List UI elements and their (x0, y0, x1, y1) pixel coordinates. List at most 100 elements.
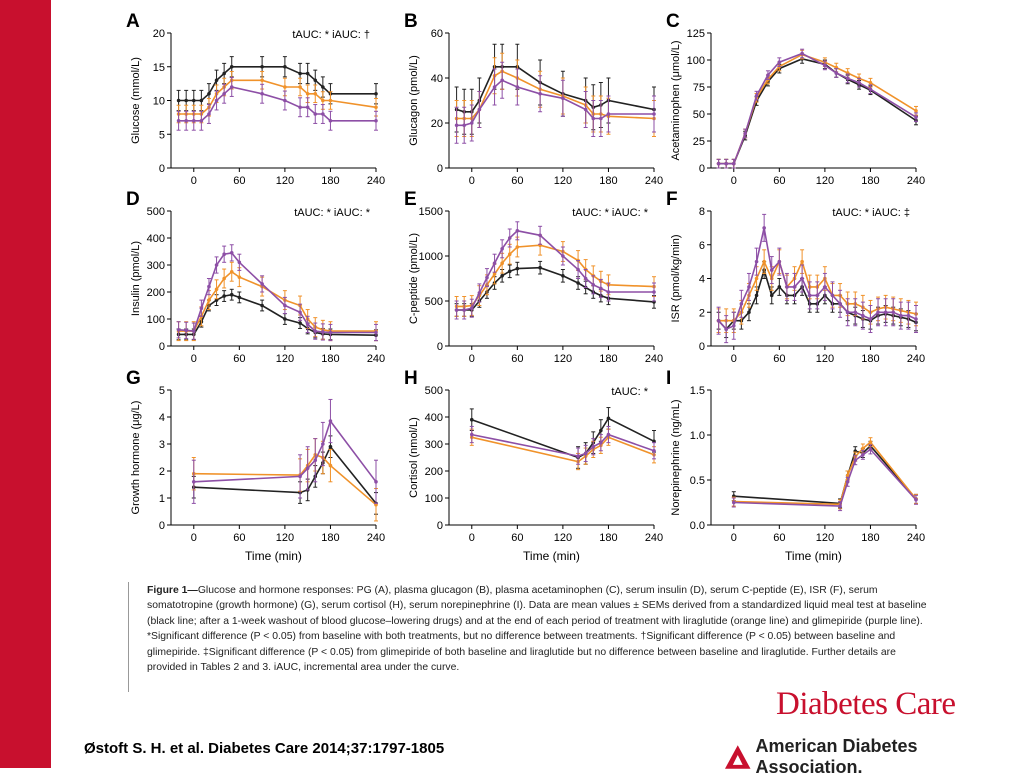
x-tick-label-C: 120 (816, 175, 834, 187)
data-point-glimepiride-E (455, 308, 459, 312)
y-tick-label-F: 8 (699, 206, 705, 218)
data-point-glimepiride-C (755, 94, 759, 98)
data-point-glimepiride-F (869, 317, 873, 321)
y-tick-label-E: 1500 (419, 206, 443, 218)
data-point-glimepiride-C (778, 60, 782, 64)
y-tick-label-I: 1.0 (690, 430, 705, 442)
data-point-glimepiride-F (914, 317, 918, 321)
data-point-glimepiride-C (732, 162, 736, 166)
y-axis-label-F: ISR (pmol/kg/min) (670, 234, 682, 322)
data-point-liraglutide-D (230, 270, 234, 274)
data-point-glimepiride-A (222, 92, 226, 96)
y-tick-label-G: 4 (159, 412, 165, 424)
citation: Østoft S. H. et al. Diabetes Care 2014;3… (84, 740, 444, 757)
x-tick-label-C: 240 (907, 175, 925, 187)
y-tick-label-H: 500 (425, 385, 443, 397)
y-axis-label-G: Growth hormone (μg/L) (130, 401, 142, 515)
data-point-liraglutide-D (222, 277, 226, 281)
annotation-F: tAUC: * iAUC: ‡ (832, 207, 910, 219)
ada-triangle-icon (724, 744, 752, 770)
data-point-glimepiride-A (306, 105, 310, 109)
y-tick-label-C: 25 (693, 136, 705, 148)
data-point-glimepiride-F (793, 285, 797, 289)
data-point-glimepiride-C (834, 71, 838, 75)
data-point-glimepiride-D (298, 310, 302, 314)
x-tick-label-E: 0 (469, 353, 475, 365)
y-tick-label-I: 0.0 (690, 520, 705, 532)
data-point-glimepiride-D (207, 285, 211, 289)
data-point-baseline-A (283, 65, 287, 69)
y-tick-label-F: 4 (699, 274, 705, 286)
x-tick-label-I: 240 (907, 532, 925, 544)
panel-label-C: C (666, 11, 680, 32)
data-point-liraglutide-D (215, 288, 219, 292)
y-tick-label-G: 5 (159, 385, 165, 397)
y-tick-label-E: 1000 (419, 251, 443, 263)
series-line-glimepiride-G (194, 421, 376, 482)
data-point-glimepiride-A (215, 99, 219, 103)
data-point-glimepiride-F (907, 314, 911, 318)
data-point-glimepiride-E (493, 261, 497, 265)
y-axis-label-H: Cortisol (nmol/L) (408, 417, 420, 498)
y-tick-label-C: 75 (693, 82, 705, 94)
y-tick-label-G: 2 (159, 466, 165, 478)
y-tick-label-E: 500 (425, 296, 443, 308)
data-point-baseline-A (215, 78, 219, 82)
y-tick-label-F: 0 (699, 341, 705, 353)
data-point-glimepiride-H (584, 452, 588, 456)
data-point-baseline-A (374, 92, 378, 96)
data-point-baseline-A (306, 72, 310, 76)
data-point-glimepiride-C (823, 64, 827, 68)
data-point-glimepiride-I (861, 453, 865, 457)
x-tick-label-F: 180 (861, 353, 879, 365)
panel-label-B: B (404, 11, 418, 32)
series-line-baseline-C (719, 59, 916, 164)
data-point-glimepiride-C (800, 52, 804, 56)
data-point-glimepiride-D (200, 306, 204, 310)
series-line-liraglutide-A (179, 80, 376, 114)
data-point-glimepiride-A (321, 112, 325, 116)
y-tick-label-A: 0 (159, 163, 165, 175)
series-line-liraglutide-I (734, 442, 916, 504)
data-point-glimepiride-B (470, 121, 474, 125)
data-point-glimepiride-E (591, 283, 595, 287)
series-line-glimepiride-H (472, 435, 654, 457)
data-point-baseline-D (260, 304, 264, 308)
data-point-glimepiride-C (743, 132, 747, 136)
data-point-glimepiride-B (607, 112, 611, 116)
x-tick-label-D: 0 (191, 353, 197, 365)
data-point-baseline-D (222, 294, 226, 298)
data-point-glimepiride-B (516, 85, 520, 89)
data-point-baseline-E (538, 266, 542, 270)
panel-label-A: A (126, 11, 140, 32)
data-point-liraglutide-D (207, 298, 211, 302)
data-point-glimepiride-A (184, 119, 188, 123)
data-point-liraglutide-D (238, 275, 242, 279)
data-point-glimepiride-C (869, 87, 873, 91)
y-tick-label-C: 125 (687, 28, 705, 40)
data-point-glimepiride-I (914, 498, 918, 502)
data-point-glimepiride-F (747, 285, 751, 289)
x-tick-label-B: 0 (469, 175, 475, 187)
data-point-baseline-A (177, 99, 181, 103)
data-point-liraglutide-F (755, 277, 759, 281)
data-point-baseline-A (313, 78, 317, 82)
data-point-glimepiride-F (808, 294, 812, 298)
x-tick-label-D: 180 (321, 353, 339, 365)
x-tick-label-H: 0 (469, 532, 475, 544)
data-point-glimepiride-G (298, 475, 302, 479)
data-point-baseline-H (599, 429, 603, 433)
x-tick-label-B: 180 (599, 175, 617, 187)
panel-label-G: G (126, 368, 141, 389)
annotation-H: tAUC: * (611, 386, 648, 398)
data-point-glimepiride-E (508, 236, 512, 240)
data-point-glimepiride-A (207, 112, 211, 116)
x-tick-label-B: 240 (645, 175, 663, 187)
y-tick-label-A: 5 (159, 129, 165, 141)
x-tick-label-I: 0 (731, 532, 737, 544)
data-point-glimepiride-E (652, 290, 656, 294)
panel-label-D: D (126, 189, 140, 210)
x-tick-label-A: 240 (367, 175, 385, 187)
x-tick-label-F: 0 (731, 353, 737, 365)
